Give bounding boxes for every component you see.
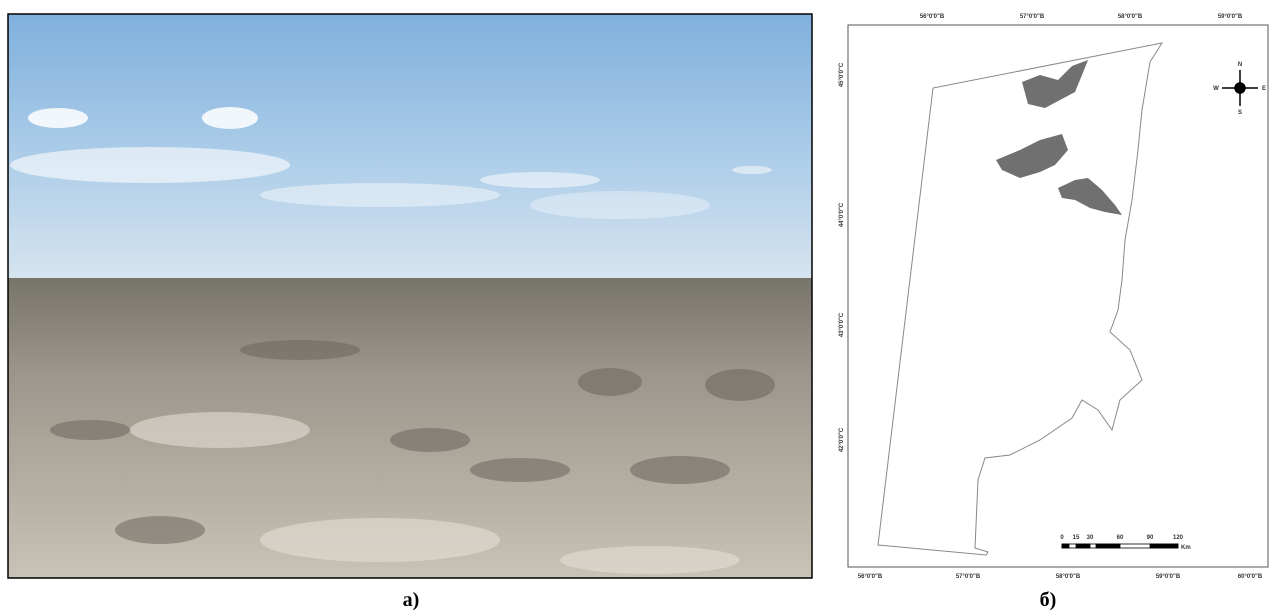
bottom-label: 56°0'0"В xyxy=(858,574,883,580)
compass-label: E xyxy=(1262,86,1266,92)
scale-bar xyxy=(1062,544,1178,548)
bottom-label: 58°0'0"В xyxy=(1056,574,1081,580)
caption: а) xyxy=(403,589,420,611)
bottom-label: 59°0'0"В xyxy=(1156,574,1181,580)
scale-unit: Km xyxy=(1181,545,1191,551)
compass-label: W xyxy=(1213,86,1219,92)
caption: б) xyxy=(1040,589,1057,611)
bottom-label: 57°0'0"В xyxy=(956,574,981,580)
map: N S W E 56°0'0"В 57°0'0"В 58°0'0"В 59°0'… xyxy=(839,14,1268,580)
scale-label: 60 xyxy=(1117,535,1124,541)
compass-label: S xyxy=(1238,110,1242,116)
scale-label: 120 xyxy=(1173,535,1184,541)
top-label: 58°0'0"В xyxy=(1118,14,1143,20)
left-label: 44°0'0"С xyxy=(839,202,845,227)
photo xyxy=(8,14,812,578)
top-label: 56°0'0"В xyxy=(920,14,945,20)
compass-label: N xyxy=(1238,62,1242,68)
top-label: 59°0'0"В xyxy=(1218,14,1243,20)
left-label: 42°0'0"С xyxy=(839,427,845,452)
top-label: 57°0'0"В xyxy=(1020,14,1045,20)
left-label: 45°0'0"С xyxy=(839,62,845,87)
scale-label: 15 xyxy=(1073,535,1080,541)
left-label: 43°0'0"С xyxy=(839,312,845,337)
figure: а) N S W E 56°0'0"В 57°0'0"В 58°0'0"В 59… xyxy=(0,0,1285,615)
scale-label: 90 xyxy=(1147,535,1154,541)
bottom-label: 60°0'0"В xyxy=(1238,574,1263,580)
scale-label: 30 xyxy=(1087,535,1094,541)
